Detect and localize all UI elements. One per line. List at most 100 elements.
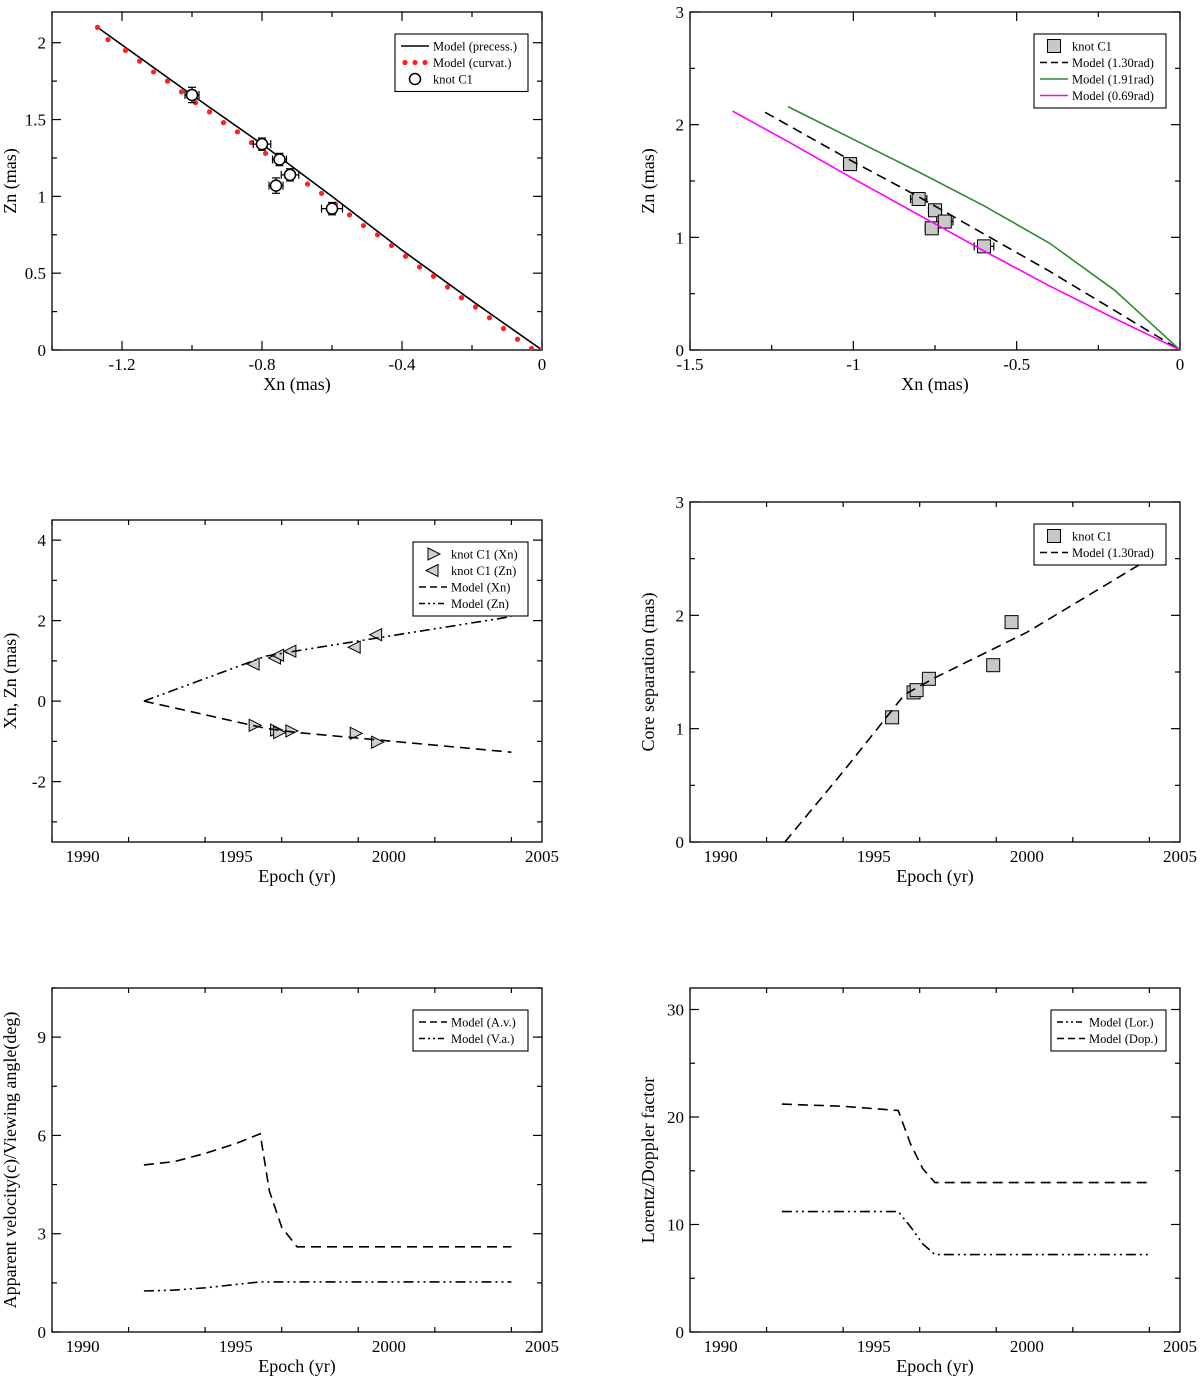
legend-label: Model (Xn) bbox=[451, 581, 510, 595]
x-tick-label: 1995 bbox=[219, 1337, 253, 1356]
data-point bbox=[371, 735, 385, 749]
x-axis-label: Xn (mas) bbox=[263, 374, 330, 395]
x-axis-label: Epoch (yr) bbox=[896, 866, 973, 887]
x-tick-label: 2005 bbox=[1163, 1337, 1197, 1356]
data-point bbox=[986, 658, 1001, 673]
y-tick-label: 3 bbox=[676, 493, 685, 512]
y-tick-label: 4 bbox=[38, 531, 47, 550]
panel-top-left: -1.2 -0.8 -0.4 0 0 0.5 1 1.5 2 Xn (mas) Zn (mas) Mo… bbox=[0, 11, 547, 395]
data-layer bbox=[143, 615, 512, 753]
series-line bbox=[781, 1103, 1150, 1184]
legend-label: Model (1.30rad) bbox=[1072, 546, 1154, 560]
data-point bbox=[269, 179, 283, 192]
y-tick-label: 3 bbox=[676, 3, 685, 22]
plot-frame bbox=[51, 519, 543, 843]
legend-label: Model (V.a.) bbox=[451, 1032, 514, 1046]
x-axis-label: Epoch (yr) bbox=[258, 866, 335, 887]
panel-top-right: -1.5 -1 -0.5 0 0 1 2 3 Xn (mas) Zn (mas) knot C1 Mo… bbox=[638, 3, 1184, 395]
y-tick-label: 1 bbox=[38, 187, 47, 206]
panel-bottom-left: 1990 1995 2000 2005 0 3 6 9 Epoch (yr) Apparent v… bbox=[0, 987, 559, 1376]
x-tick-label: 1990 bbox=[704, 1337, 738, 1356]
y-tick-label: 20 bbox=[667, 1108, 684, 1127]
x-tick-label: 1990 bbox=[66, 847, 100, 866]
legend-swatch bbox=[402, 59, 408, 66]
y-tick-label: 30 bbox=[667, 1001, 684, 1020]
legend-label: knot C1 (Zn) bbox=[451, 564, 516, 578]
legend-box bbox=[412, 1009, 529, 1052]
legend-label: Model (0.69rad) bbox=[1072, 89, 1154, 103]
x-tick-label: 2000 bbox=[372, 1337, 406, 1356]
data-dot bbox=[388, 242, 395, 249]
y-tick-label: 2 bbox=[676, 606, 685, 625]
x-axis-label: Epoch (yr) bbox=[896, 1356, 973, 1376]
legend-label: Model (1.91rad) bbox=[1072, 73, 1154, 87]
data-dot bbox=[360, 222, 367, 229]
y-tick-label: 3 bbox=[38, 1225, 47, 1244]
data-dot bbox=[304, 181, 311, 187]
y-tick-label: 1 bbox=[676, 720, 685, 739]
legend-label: Model (precess.) bbox=[433, 40, 517, 54]
y-tick-label: 0.5 bbox=[25, 264, 46, 283]
legend-swatch bbox=[427, 547, 442, 561]
x-tick-label: 2005 bbox=[525, 847, 559, 866]
legend-label: Model (Zn) bbox=[451, 597, 509, 611]
y-tick-label: 0 bbox=[676, 833, 685, 852]
legend-swatch bbox=[424, 563, 439, 578]
data-dot bbox=[472, 304, 479, 310]
series-line bbox=[784, 558, 1150, 842]
legend-swatch bbox=[1047, 39, 1061, 53]
y-tick-label: 0 bbox=[676, 341, 685, 360]
series-line bbox=[143, 1132, 512, 1248]
legend-box bbox=[1050, 1009, 1167, 1052]
legend-label: knot C1 (Xn) bbox=[451, 548, 518, 562]
x-axis-label: Xn (mas) bbox=[901, 374, 968, 395]
y-tick-label: 0 bbox=[38, 692, 47, 711]
data-point bbox=[909, 683, 924, 698]
y-tick-label: 1 bbox=[676, 228, 685, 247]
series-line bbox=[764, 111, 1180, 350]
data-dot bbox=[318, 190, 325, 196]
y-tick-label: 1.5 bbox=[25, 111, 46, 130]
y-tick-label: -2 bbox=[32, 773, 46, 792]
data-layer bbox=[781, 1103, 1150, 1256]
x-tick-label: -1.2 bbox=[109, 355, 136, 374]
data-dot bbox=[402, 253, 409, 259]
y-axis-label: Apparent velocity(c)/Viewing angle(deg) bbox=[0, 1012, 21, 1309]
data-point bbox=[885, 710, 900, 725]
x-tick-label: 1995 bbox=[857, 1337, 891, 1356]
y-axis-label: Core separation (mas) bbox=[638, 593, 659, 752]
data-dot bbox=[150, 69, 157, 75]
legend-swatch bbox=[1047, 529, 1061, 543]
x-tick-label: 2000 bbox=[372, 847, 406, 866]
data-layer bbox=[784, 558, 1150, 842]
x-tick-label: 0 bbox=[1176, 355, 1185, 374]
data-point bbox=[347, 640, 361, 654]
y-tick-label: 2 bbox=[38, 34, 47, 53]
data-point bbox=[325, 202, 339, 215]
legend-swatch bbox=[412, 59, 418, 66]
x-tick-label: 1990 bbox=[704, 847, 738, 866]
x-tick-label: 2005 bbox=[1163, 847, 1197, 866]
data-dot bbox=[105, 37, 111, 43]
data-dot bbox=[458, 295, 465, 301]
data-point bbox=[270, 648, 285, 663]
data-point bbox=[1004, 615, 1019, 630]
data-dot bbox=[206, 109, 213, 115]
x-tick-label: -1 bbox=[846, 355, 860, 374]
legend-label: knot C1 bbox=[1072, 530, 1112, 544]
data-point bbox=[283, 168, 297, 182]
y-tick-label: 0 bbox=[38, 1323, 47, 1342]
legend-swatch bbox=[408, 72, 422, 86]
data-dot bbox=[178, 89, 185, 95]
data-dot bbox=[220, 120, 227, 126]
legend-label: Model (A.v.) bbox=[451, 1016, 516, 1030]
x-tick-label: 0 bbox=[538, 355, 547, 374]
data-dot bbox=[514, 336, 521, 342]
y-axis-label: Xn, Zn (mas) bbox=[0, 633, 21, 729]
legend-label: Model (Lor.) bbox=[1089, 1016, 1154, 1030]
data-dot bbox=[528, 345, 535, 350]
y-axis-label: Zn (mas) bbox=[638, 148, 659, 213]
x-tick-label: 2000 bbox=[1010, 847, 1044, 866]
data-point bbox=[273, 153, 286, 166]
y-tick-label: 2 bbox=[38, 612, 47, 631]
